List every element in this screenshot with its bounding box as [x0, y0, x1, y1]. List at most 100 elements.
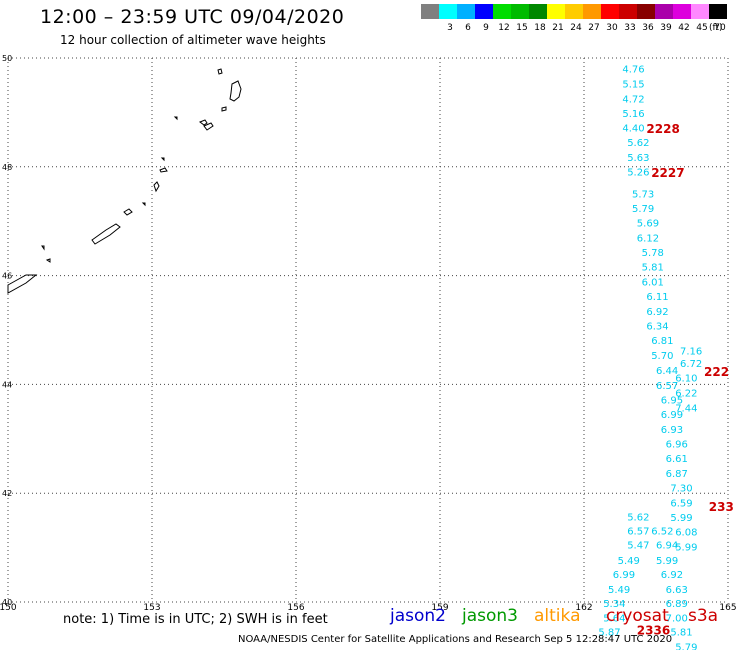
- scale-label: 21: [552, 23, 564, 33]
- scale-swatch: [655, 4, 673, 19]
- wave-height-value: 6.63: [666, 585, 688, 596]
- wave-height-value: 5.99: [656, 556, 678, 567]
- scale-swatch: [421, 4, 439, 19]
- wave-height-value: 6.93: [661, 425, 683, 436]
- lat-tick-label: 46: [2, 272, 12, 281]
- scale-label: 6: [465, 23, 471, 33]
- wave-height-value: 5.70: [651, 351, 673, 362]
- scale-label: 27: [588, 23, 600, 33]
- scale-swatch: [493, 4, 511, 19]
- island-outline: [198, 119, 208, 126]
- scale-swatch: [529, 4, 547, 19]
- wave-height-value: 6.72: [680, 359, 702, 370]
- wave-height-value: 5.62: [627, 512, 649, 523]
- track-time-label: 2336: [637, 624, 670, 638]
- scale-swatch: [475, 4, 493, 19]
- wave-height-value: 4.72: [622, 95, 644, 106]
- scale-swatch: [439, 4, 457, 19]
- island-outline: [173, 116, 178, 121]
- wave-height-value: 5.34: [603, 599, 625, 610]
- scale-swatch: [619, 4, 637, 19]
- lon-tick-label: 159: [431, 603, 448, 613]
- wave-height-value: 5.63: [627, 153, 649, 164]
- wave-height-value: 5.64: [603, 614, 625, 625]
- lat-tick-label: 48: [2, 163, 12, 172]
- island-outline: [123, 208, 133, 216]
- wave-height-value: 6.10: [675, 374, 697, 385]
- scale-swatch: [601, 4, 619, 19]
- scale-label: 24: [570, 23, 582, 33]
- wave-height-value: 6.96: [666, 440, 688, 451]
- wave-height-value: 5.78: [642, 248, 664, 259]
- wave-height-value: 5.73: [632, 189, 654, 200]
- island-outline: [159, 167, 168, 173]
- scale-label: 42: [678, 23, 690, 33]
- wave-height-value: 5.26: [627, 168, 649, 179]
- wave-height-value: 5.99: [675, 542, 697, 553]
- footer-note: note: 1) Time is in UTC; 2) SWH is in fe…: [63, 612, 328, 627]
- wave-height-value: 6.81: [651, 336, 673, 347]
- wave-height-value: 6.59: [670, 498, 692, 509]
- wave-height-value: 6.95: [661, 395, 683, 406]
- island-outline: [221, 106, 227, 112]
- lat-tick-label: 50: [2, 54, 12, 63]
- wave-height-value: 4.76: [622, 65, 644, 76]
- scale-label: 45: [696, 23, 708, 33]
- scale-swatch: [637, 4, 655, 19]
- wave-height-value: 6.89: [666, 599, 688, 610]
- track-time-label: 222: [704, 365, 729, 379]
- scale-swatch: [691, 4, 709, 19]
- scale-swatch: [565, 4, 583, 19]
- wave-height-value: 5.79: [632, 204, 654, 215]
- scale-swatch: [709, 4, 727, 19]
- island-outline: [7, 274, 38, 294]
- scale-label: 39: [660, 23, 672, 33]
- wave-height-value: 6.22: [675, 388, 697, 399]
- wave-height-value: 5.47: [627, 541, 649, 552]
- satellite-label: altika: [534, 606, 581, 626]
- island-outline: [91, 223, 121, 245]
- wave-height-value: 6.01: [642, 277, 664, 288]
- wave-height-value: 5.16: [622, 109, 644, 120]
- wave-height-value: 7.16: [680, 346, 702, 357]
- island-outline: [229, 80, 242, 102]
- island-outline: [141, 202, 146, 207]
- wave-height-value: 5.62: [627, 138, 649, 149]
- scale-label: 70: [714, 23, 726, 33]
- page-title: 12:00 – 23:59 UTC 09/04/2020: [40, 6, 345, 28]
- island-outline: [153, 181, 160, 193]
- wave-height-value: 7.30: [670, 484, 692, 495]
- footer-credit: NOAA/NESDIS Center for Satellite Applica…: [238, 634, 673, 645]
- wave-height-value: 6.92: [661, 570, 683, 581]
- wave-height-value: 5.49: [618, 556, 640, 567]
- island-outline: [45, 258, 51, 263]
- wave-height-value: 6.57: [627, 527, 649, 538]
- wave-height-value: 6.08: [675, 528, 697, 539]
- wave-height-value: 5.69: [637, 219, 659, 230]
- lon-tick-label: 153: [143, 603, 160, 613]
- satellite-label: cryosat: [606, 606, 669, 626]
- lon-tick-label: 162: [575, 603, 592, 613]
- scale-swatch: [583, 4, 601, 19]
- scale-label: 15: [516, 23, 528, 33]
- scale-label: 3: [447, 23, 453, 33]
- wave-height-value: 6.99: [661, 410, 683, 421]
- satellite-label: jason3: [462, 606, 518, 626]
- wave-height-value: 6.99: [613, 570, 635, 581]
- island-outline: [217, 68, 223, 75]
- wave-height-value: 5.81: [642, 263, 664, 274]
- satellite-label: s3a: [688, 606, 719, 626]
- scale-swatch: [457, 4, 475, 19]
- island-outline: [203, 122, 214, 131]
- wave-height-value: 7.44: [675, 404, 697, 415]
- wave-height-value: 6.57: [656, 381, 678, 392]
- scale-swatch: [673, 4, 691, 19]
- lon-tick-label: 165: [719, 603, 736, 613]
- wave-height-value: 6.92: [646, 307, 668, 318]
- wave-height-value: 5.99: [670, 513, 692, 524]
- wave-height-value: 5.15: [622, 79, 644, 90]
- wave-height-value: 6.12: [637, 233, 659, 244]
- lat-tick-label: 42: [2, 489, 12, 498]
- track-time-label: 2228: [646, 122, 679, 136]
